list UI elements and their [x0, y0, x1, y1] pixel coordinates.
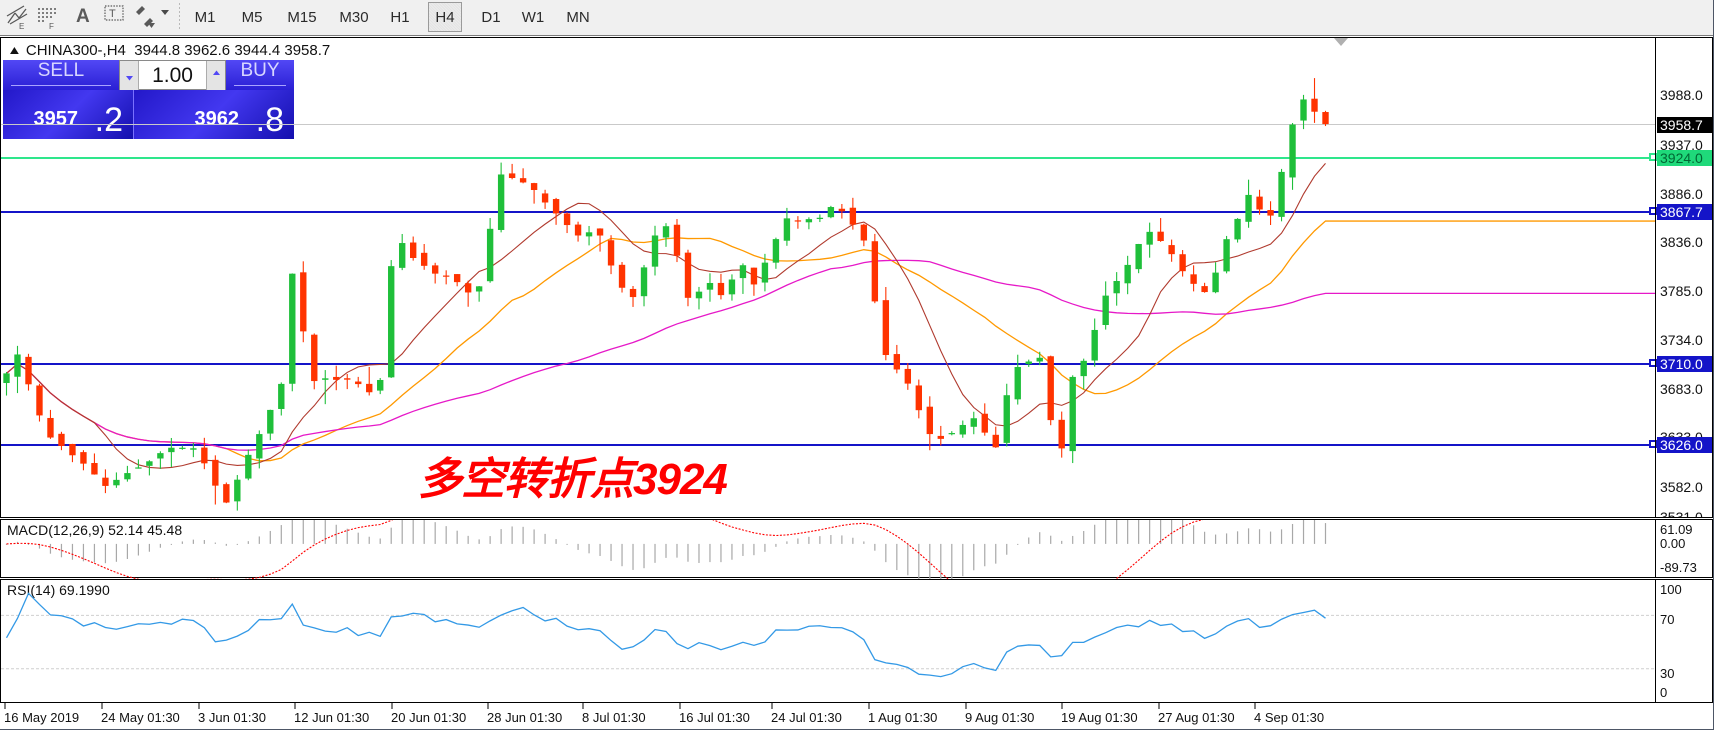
svg-text:F: F — [49, 22, 54, 30]
svg-text:E: E — [19, 22, 24, 30]
svg-text:T: T — [109, 8, 116, 20]
